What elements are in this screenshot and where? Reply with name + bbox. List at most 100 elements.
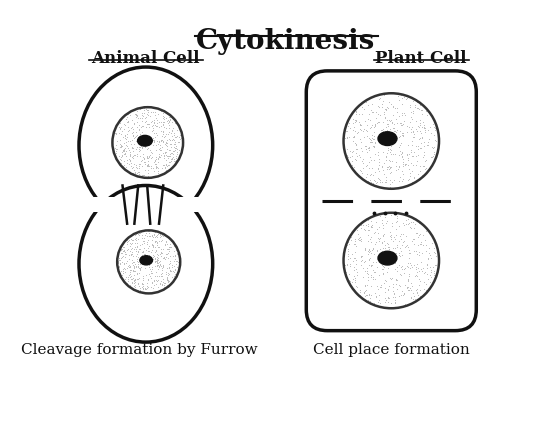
Point	[150, 277, 158, 284]
Point	[157, 246, 166, 253]
Point	[152, 256, 161, 263]
Point	[382, 179, 390, 186]
Text: Animal Cell: Animal Cell	[92, 50, 200, 67]
Point	[120, 247, 129, 253]
Point	[418, 232, 427, 239]
Point	[170, 268, 179, 275]
Point	[372, 219, 381, 226]
Point	[381, 245, 389, 252]
Point	[395, 112, 403, 119]
Point	[165, 115, 174, 122]
Point	[137, 157, 146, 164]
Point	[383, 127, 391, 134]
Point	[365, 256, 374, 263]
Point	[143, 145, 152, 151]
Point	[118, 254, 127, 261]
Point	[377, 164, 386, 171]
Point	[126, 151, 135, 158]
Point	[125, 112, 134, 118]
Point	[416, 259, 425, 266]
Point	[162, 145, 171, 152]
Point	[150, 138, 158, 145]
Point	[358, 256, 367, 263]
Point	[125, 261, 134, 268]
Point	[133, 113, 141, 120]
Point	[419, 270, 428, 277]
Point	[168, 115, 176, 122]
Point	[394, 223, 403, 230]
Point	[132, 263, 140, 270]
Point	[402, 150, 411, 157]
Point	[112, 141, 121, 148]
Point	[397, 271, 406, 278]
Point	[177, 136, 186, 143]
Point	[166, 146, 175, 153]
Point	[381, 113, 389, 120]
Point	[143, 252, 152, 259]
Point	[406, 102, 414, 108]
Point	[117, 273, 126, 279]
Point	[164, 155, 173, 162]
Point	[361, 127, 370, 134]
Point	[410, 293, 419, 300]
Point	[398, 184, 407, 191]
Point	[162, 275, 171, 282]
Point	[353, 226, 361, 233]
Point	[152, 129, 161, 136]
Point	[400, 290, 409, 297]
Point	[141, 117, 150, 124]
Point	[413, 292, 422, 299]
Point	[378, 270, 387, 277]
Point	[170, 158, 179, 164]
Point	[173, 126, 181, 133]
Point	[141, 229, 150, 236]
Point	[381, 141, 390, 148]
Point	[400, 265, 409, 272]
Point	[122, 280, 131, 287]
Point	[412, 162, 420, 169]
Point	[393, 212, 401, 219]
Point	[126, 270, 134, 277]
Point	[407, 167, 416, 174]
Point	[412, 229, 420, 236]
Point	[133, 132, 141, 139]
Point	[365, 294, 374, 301]
Point	[382, 296, 391, 303]
Point	[129, 275, 138, 282]
Point	[414, 171, 423, 178]
Point	[170, 130, 179, 137]
Point	[370, 269, 379, 276]
Point	[163, 120, 172, 127]
Point	[379, 263, 388, 270]
Point	[366, 283, 375, 289]
Point	[379, 230, 388, 237]
Point	[159, 254, 168, 261]
Point	[410, 148, 418, 155]
Point	[381, 174, 390, 181]
Point	[121, 249, 129, 256]
Point	[378, 126, 387, 133]
Point	[351, 140, 360, 147]
Point	[165, 158, 174, 165]
Point	[150, 122, 159, 129]
Point	[383, 265, 392, 272]
Point	[407, 264, 416, 271]
Point	[379, 237, 388, 244]
Point	[387, 178, 396, 185]
Point	[383, 121, 392, 128]
Point	[148, 154, 157, 161]
Point	[407, 160, 416, 167]
Point	[381, 152, 390, 159]
Point	[140, 105, 149, 112]
Point	[116, 142, 125, 149]
Point	[140, 171, 149, 178]
Point	[154, 288, 163, 295]
Point	[148, 240, 157, 247]
Point	[379, 244, 388, 251]
Point	[377, 127, 385, 134]
Point	[140, 251, 149, 258]
Point	[119, 269, 128, 276]
Point	[384, 298, 393, 305]
Point	[421, 269, 430, 276]
Point	[150, 136, 158, 143]
